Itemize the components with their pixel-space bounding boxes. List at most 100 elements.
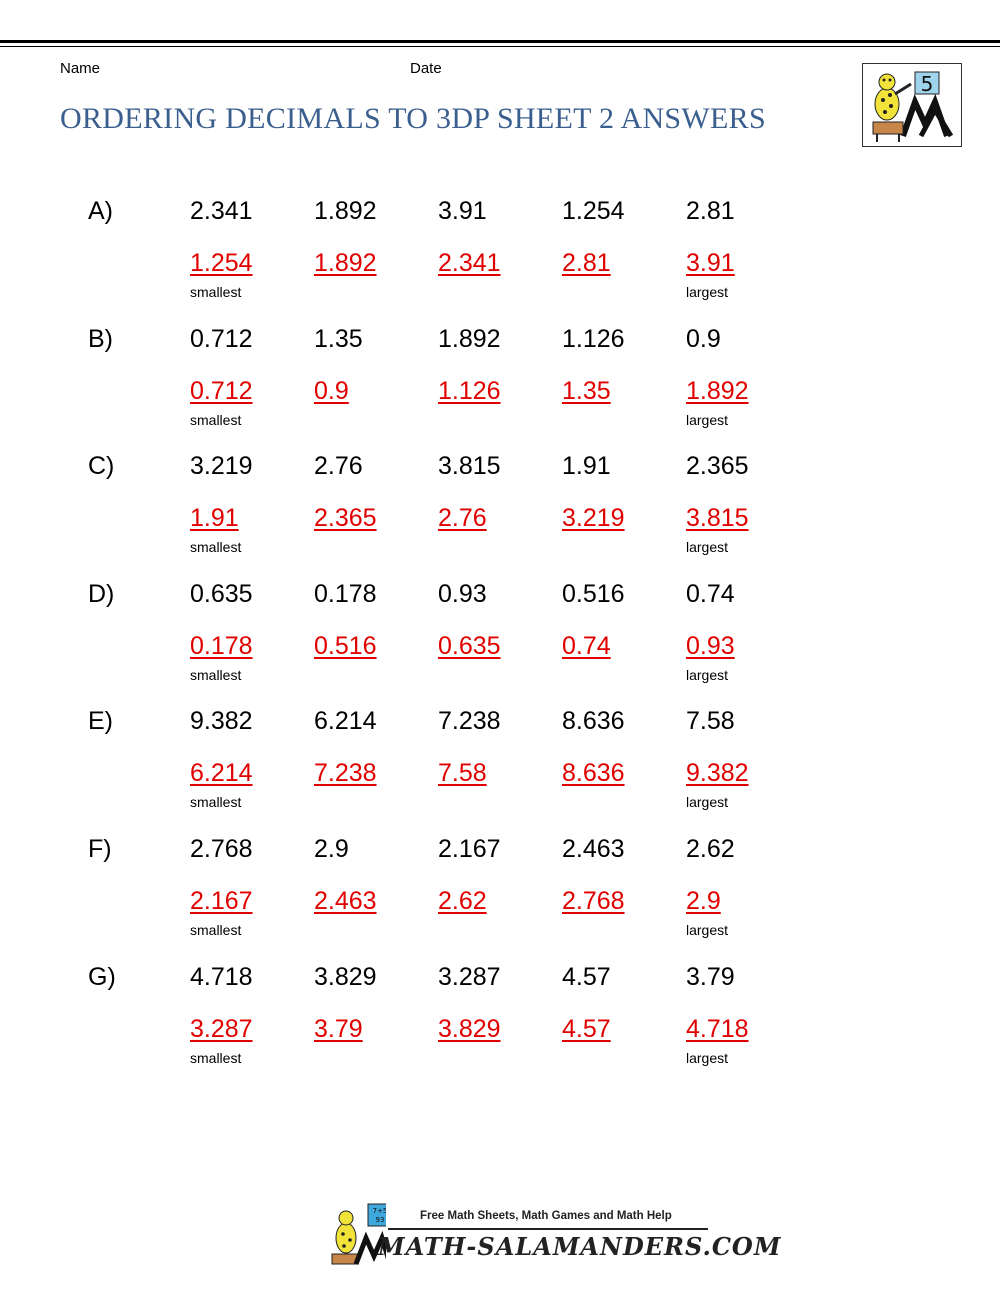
- answer-number: 0.635: [438, 631, 501, 660]
- given-number: 6.214: [314, 707, 377, 736]
- given-number: 8.636: [562, 707, 625, 736]
- answer-number: 2.341: [438, 249, 501, 277]
- answer-number: 2.9: [686, 887, 721, 915]
- given-number: 2.81: [686, 197, 735, 225]
- given-number: 2.76: [314, 452, 363, 481]
- given-number: 2.463: [562, 835, 625, 863]
- smallest-label: smallest: [190, 411, 242, 428]
- footer-logo-icon: 7+5 93: [331, 1203, 386, 1265]
- given-number: 3.287: [438, 962, 501, 991]
- problem-label: E): [88, 707, 113, 736]
- salamander-logo: 5: [862, 63, 962, 147]
- svg-text:93: 93: [376, 1216, 385, 1224]
- problem-f: F) 2.768 2.9 2.167 2.463 2.62 2.167 2.463 2.62 2.…: [0, 835, 1000, 963]
- largest-label: largest: [686, 1049, 729, 1066]
- answer-number: 3.79: [314, 1014, 363, 1043]
- footer-site-name[interactable]: MATH-SALAMANDERS.COM: [378, 1232, 782, 1261]
- problem-c: C) 3.219 2.76 3.815 1.91 2.365 1.91 2.365 2.76 3.…: [0, 452, 1000, 580]
- problem-g: G) 4.718 3.829 3.287 4.57 3.79 3.287 3.79 3.829 4…: [0, 963, 1000, 1091]
- given-number: 1.91: [562, 452, 611, 481]
- answer-number: 2.76: [438, 504, 487, 533]
- largest-label: largest: [686, 411, 729, 428]
- largest-label: largest: [686, 539, 729, 556]
- answer-number: 8.636: [562, 759, 625, 788]
- answer-number: 3.91: [686, 249, 735, 277]
- answer-number: 3.287: [190, 1014, 253, 1043]
- page-title: ORDERING DECIMALS TO 3DP SHEET 2 ANSWERS: [60, 102, 766, 135]
- answer-number: 2.167: [190, 887, 253, 915]
- given-number: 0.516: [562, 579, 625, 608]
- footer: 7+5 93 Free Math Sheets, Math Games and …: [326, 1198, 780, 1268]
- answer-number: 1.35: [562, 376, 611, 405]
- answer-number: 0.93: [686, 631, 735, 660]
- answer-number: 3.829: [438, 1014, 501, 1043]
- answer-number: 2.62: [438, 887, 487, 915]
- footer-rule: [388, 1228, 708, 1230]
- problem-a: A) 2.341 1.892 3.91 1.254 2.81 1.254 1.892 2.341…: [0, 197, 1000, 325]
- given-number: 7.58: [686, 707, 735, 736]
- problem-label: G): [88, 962, 116, 991]
- answer-number: 3.219: [562, 504, 625, 533]
- problem-label: B): [88, 324, 113, 353]
- answer-number: 0.9: [314, 376, 349, 405]
- answer-number: 1.254: [190, 249, 253, 277]
- given-number: 0.93: [438, 579, 487, 608]
- answer-number: 2.463: [314, 887, 377, 915]
- largest-label: largest: [686, 284, 729, 300]
- answer-number: 2.768: [562, 887, 625, 915]
- given-number: 3.79: [686, 962, 735, 991]
- answer-number: 1.892: [686, 376, 749, 405]
- given-number: 1.892: [314, 197, 377, 225]
- given-number: 2.62: [686, 835, 735, 863]
- answer-number: 6.214: [190, 759, 253, 788]
- largest-label: largest: [686, 922, 729, 938]
- answer-number: 0.712: [190, 376, 253, 405]
- date-label: Date: [410, 60, 442, 77]
- answer-number: 0.516: [314, 631, 377, 660]
- salamander-logo-icon: 5: [872, 71, 954, 142]
- given-number: 3.219: [190, 452, 253, 481]
- smallest-label: smallest: [190, 794, 242, 811]
- footer-tagline: Free Math Sheets, Math Games and Math He…: [420, 1210, 672, 1222]
- given-number: 3.829: [314, 962, 377, 991]
- given-number: 0.9: [686, 324, 721, 353]
- problem-label: C): [88, 452, 115, 481]
- problem-e: E) 9.382 6.214 7.238 8.636 7.58 6.214 7.238 7.58…: [0, 707, 1000, 835]
- given-number: 1.35: [314, 324, 363, 353]
- given-number: 4.718: [190, 962, 253, 991]
- smallest-label: smallest: [190, 666, 242, 683]
- problem-label: F): [88, 835, 112, 863]
- problem-label: A): [88, 197, 113, 225]
- smallest-label: smallest: [190, 922, 242, 938]
- top-rule: [0, 40, 1000, 43]
- answer-number: 4.718: [686, 1014, 749, 1043]
- given-number: 2.365: [686, 452, 749, 481]
- answer-number: 2.365: [314, 504, 377, 533]
- answer-number: 9.382: [686, 759, 749, 788]
- largest-label: largest: [686, 666, 729, 683]
- problem-d: D) 0.635 0.178 0.93 0.516 0.74 0.178 0.516 0.635…: [0, 580, 1000, 708]
- answer-number: 1.91: [190, 504, 239, 533]
- problem-label: D): [88, 579, 115, 608]
- answer-number: 2.81: [562, 249, 611, 277]
- top-rule-thin: [0, 46, 1000, 47]
- logo-grade-number: 5: [921, 72, 934, 96]
- answer-number: 1.892: [314, 249, 377, 277]
- given-number: 2.167: [438, 835, 501, 863]
- problem-b: B) 0.712 1.35 1.892 1.126 0.9 0.712 0.9 1.126 1.3…: [0, 325, 1000, 453]
- largest-label: largest: [686, 794, 729, 811]
- given-number: 0.178: [314, 579, 377, 608]
- answer-number: 0.178: [190, 631, 253, 660]
- answer-number: 7.58: [438, 759, 487, 788]
- given-number: 0.635: [190, 579, 253, 608]
- given-number: 2.9: [314, 835, 349, 863]
- given-number: 1.126: [562, 324, 625, 353]
- name-label: Name: [60, 60, 101, 77]
- smallest-label: smallest: [190, 284, 242, 300]
- answer-number: 0.74: [562, 631, 611, 660]
- given-number: 7.238: [438, 707, 501, 736]
- answer-number: 4.57: [562, 1014, 611, 1043]
- answer-number: 3.815: [686, 504, 749, 533]
- given-number: 0.74: [686, 579, 735, 608]
- smallest-label: smallest: [190, 539, 242, 556]
